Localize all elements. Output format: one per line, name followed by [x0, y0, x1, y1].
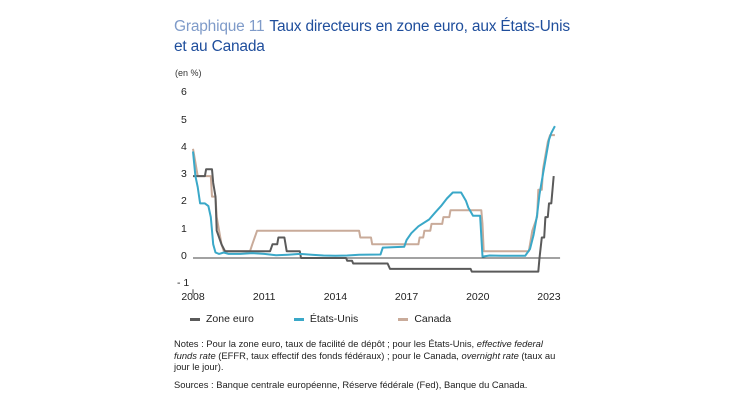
chart-notes: Notes : Pour la zone euro, taux de facil…	[174, 338, 564, 373]
etats-unis-swatch-icon	[293, 317, 304, 321]
y-tick-label: 3	[181, 168, 187, 181]
x-tick-label: 2017	[394, 291, 419, 303]
notes-text: Notes : Pour la zone euro, taux de facil…	[174, 338, 477, 349]
y-tick-label: 4	[181, 140, 187, 153]
chart-title: Graphique 11 Taux directeurs en zone euro…	[174, 17, 574, 57]
legend-label-zone-euro: Zone euro	[206, 313, 254, 325]
legend-item-etats-unis: États-Unis	[293, 313, 359, 325]
y-tick-label: 1	[181, 222, 187, 235]
notes-text: (EFFR, taux effectif des fonds fédéraux)…	[215, 349, 462, 361]
legend-item-zone-euro: Zone euro	[190, 313, 254, 325]
chart-sources: Sources : Banque centrale européenne, Ré…	[174, 379, 528, 390]
notes-text: (taux au jour le jour).	[174, 349, 556, 373]
chart-title-text: Taux directeurs en zone euro, aux États-…	[174, 18, 570, 55]
notes-effr-term: effective federal funds rate	[174, 338, 543, 361]
legend-label-canada: Canada	[414, 313, 452, 325]
series-line--tats-unis	[192, 125, 556, 258]
y-tick-label: 5	[181, 113, 187, 126]
y-axis-unit: (en %)	[175, 68, 202, 78]
chart-number: Graphique 11	[174, 18, 265, 35]
series-lines	[192, 125, 556, 273]
y-tick-label: - 1	[177, 277, 190, 290]
series-line-canada	[192, 134, 555, 253]
x-tick-label: 2008	[181, 291, 205, 303]
y-tick-label: 2	[181, 195, 187, 208]
notes-overnight-term: overnight rate	[461, 349, 519, 361]
y-tick-label: 6	[181, 86, 187, 99]
x-tick-label: 2020	[466, 291, 490, 303]
x-tick-label: 2014	[323, 291, 348, 303]
legend: Zone euro États-Unis Canada	[190, 313, 491, 325]
x-tick-label: 2011	[252, 291, 276, 303]
legend-item-canada: Canada	[398, 313, 451, 325]
canada-swatch-icon	[398, 317, 409, 321]
x-tick-label: 2023	[537, 291, 561, 303]
legend-label-etats-unis: États-Unis	[309, 313, 359, 325]
zone-euro-swatch-icon	[190, 317, 200, 321]
y-tick-label: 0	[181, 250, 187, 262]
series-line-zone-euro	[193, 168, 555, 273]
